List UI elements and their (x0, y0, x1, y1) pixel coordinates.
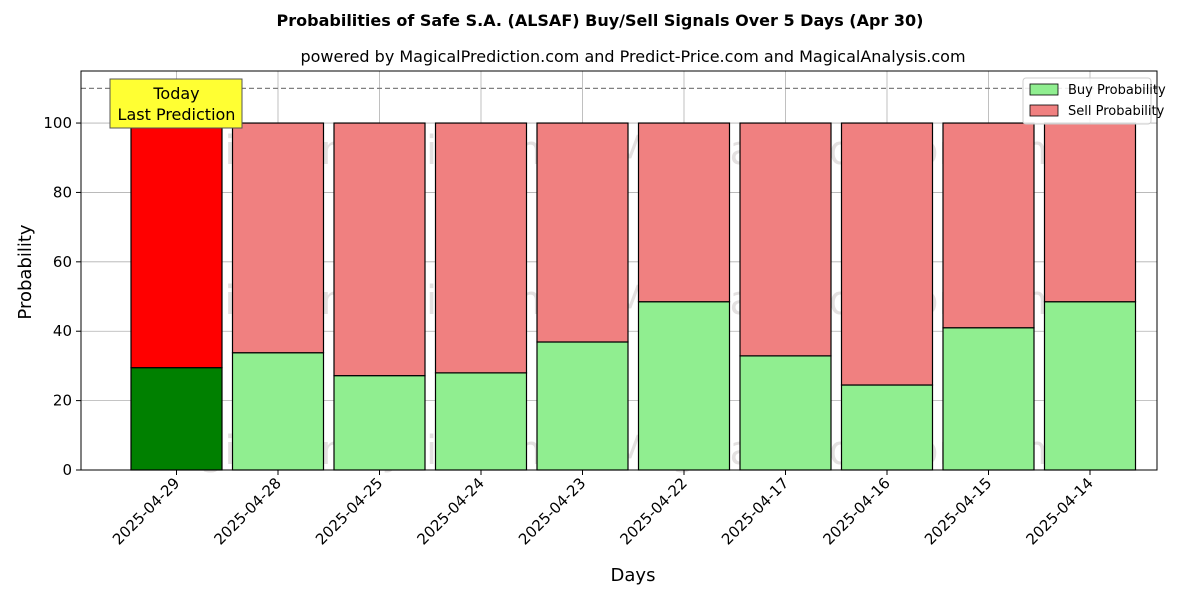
buy-bar (739, 355, 832, 471)
buy-bar (840, 384, 934, 471)
sell-bar (942, 122, 1035, 329)
sell-bar (637, 122, 731, 303)
sell-bar (739, 122, 832, 357)
y-tick-label: 20 (53, 392, 72, 410)
y-axis-label: Probability (15, 224, 36, 319)
buy-bar (130, 367, 223, 471)
chart-subtitle: powered by MagicalPrediction.com and Pre… (300, 47, 965, 66)
y-tick-label: 60 (53, 253, 72, 271)
annotation-box (109, 78, 243, 129)
annotation-text: Last Prediction (118, 105, 236, 124)
buy-bar (333, 375, 426, 471)
sell-bar (840, 122, 934, 386)
x-tick-label: 2025-04-22 (616, 474, 690, 548)
legend-label: Buy Probability (1068, 83, 1166, 98)
bar-series (130, 122, 1137, 471)
x-axis-label: Days (611, 565, 656, 586)
x-tick-label: 2025-04-23 (515, 474, 589, 548)
buy-bar (536, 341, 629, 471)
x-tick-label: 2025-04-28 (210, 474, 284, 548)
sell-bar (231, 122, 325, 354)
legend-swatch (1029, 83, 1059, 96)
y-tick-label: 80 (53, 183, 72, 201)
buy-bar (434, 372, 528, 471)
axes (80, 70, 1158, 471)
y-tick-label: 100 (43, 114, 72, 132)
x-tick-label: 2025-04-29 (109, 474, 183, 548)
x-tick-label: 2025-04-15 (921, 474, 995, 548)
x-tick-label: 2025-04-14 (1022, 474, 1096, 548)
y-tick-label: 40 (53, 322, 72, 340)
x-tick-label: 2025-04-16 (819, 474, 893, 548)
sell-bar (1043, 122, 1137, 303)
x-tick-label: 2025-04-24 (413, 474, 487, 548)
buy-bar (231, 352, 325, 471)
x-tick-label: 2025-04-17 (718, 474, 792, 548)
annotation-text: Today (152, 84, 199, 103)
sell-bar (434, 122, 528, 374)
buy-bar (942, 327, 1035, 471)
buy-bar (637, 301, 731, 471)
sell-bar (333, 122, 426, 377)
x-tick-label: 2025-04-25 (312, 474, 386, 548)
legend-label: Sell Probability (1068, 104, 1165, 119)
sell-bar (130, 122, 223, 369)
chart-title: Probabilities of Safe S.A. (ALSAF) Buy/S… (277, 11, 924, 30)
today-annotation: Today Last Prediction (109, 78, 243, 129)
legend-swatch (1029, 104, 1059, 117)
buy-bar (1043, 301, 1137, 471)
legend: Buy Probability Sell Probability (1022, 77, 1166, 125)
plot-frame (80, 70, 1158, 471)
sell-bar (536, 122, 629, 343)
y-tick-label: 0 (62, 461, 72, 479)
